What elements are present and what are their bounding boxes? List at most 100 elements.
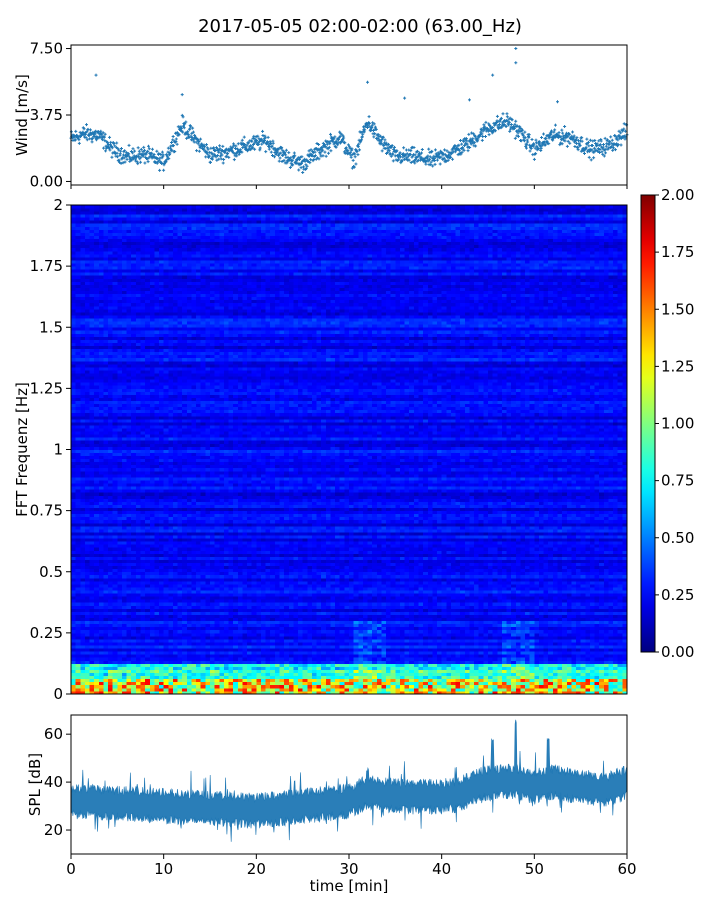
spectrogram-cell bbox=[288, 669, 294, 674]
spectrogram-cell bbox=[71, 620, 77, 625]
spectrogram-cell bbox=[117, 632, 123, 637]
spectrogram-cell bbox=[335, 672, 341, 677]
spectrogram-cell bbox=[84, 651, 90, 655]
spectrogram-cell bbox=[103, 608, 109, 612]
spectrogram-cell bbox=[492, 654, 498, 658]
spectrogram-cell bbox=[233, 681, 239, 686]
spectrogram-cell bbox=[613, 614, 619, 618]
spectrogram-cell bbox=[196, 687, 202, 692]
spectrogram-cell bbox=[353, 678, 359, 683]
wind-point bbox=[145, 157, 149, 161]
spectrogram-cell bbox=[566, 638, 572, 643]
spectrogram-cell bbox=[237, 608, 243, 612]
spectrogram-cell bbox=[450, 635, 456, 640]
spectrogram-cell bbox=[344, 654, 350, 658]
spectrogram-cell bbox=[557, 648, 563, 652]
spectrogram-cell bbox=[108, 620, 114, 625]
spectrogram-cell bbox=[233, 632, 239, 637]
spectrogram-cell bbox=[117, 608, 123, 612]
spectrogram-cell bbox=[233, 687, 239, 692]
spectrogram-cell bbox=[256, 651, 262, 655]
spectrogram-cell bbox=[330, 687, 336, 692]
spectrogram-cell bbox=[284, 648, 290, 652]
spectrogram-cell bbox=[520, 678, 526, 683]
spectrogram-cell bbox=[492, 684, 498, 689]
spectrogram-cell bbox=[89, 620, 95, 625]
spectrogram-cell bbox=[464, 642, 470, 646]
spectrogram-cell bbox=[196, 657, 202, 661]
spectrogram-cell bbox=[71, 629, 77, 634]
spectrogram-cell bbox=[131, 617, 137, 622]
spectrogram-cell bbox=[108, 651, 114, 655]
spectrogram-cell bbox=[182, 654, 188, 658]
spectrogram-cell bbox=[423, 617, 429, 622]
spectrogram-cell bbox=[260, 626, 266, 631]
spectrogram-cell bbox=[580, 684, 586, 689]
spectrogram-cell bbox=[293, 654, 299, 658]
spectrogram-cell bbox=[112, 660, 118, 664]
spectrogram-cell bbox=[149, 669, 155, 674]
spectrogram-cell bbox=[247, 666, 253, 670]
spectrogram-cell bbox=[617, 654, 623, 658]
spectrogram-cell bbox=[349, 642, 355, 646]
spectrogram-cell bbox=[395, 620, 401, 625]
spectrogram-cell bbox=[506, 675, 512, 680]
spectrogram-cell bbox=[534, 654, 540, 658]
spectrogram-cell bbox=[89, 623, 95, 628]
spectrogram-cell bbox=[335, 669, 341, 674]
spectrogram-cell bbox=[613, 681, 619, 686]
spectrogram-cell bbox=[543, 617, 549, 622]
spectrogram-cell bbox=[335, 666, 341, 670]
spectrogram-cell bbox=[557, 608, 563, 612]
spectrogram-cell bbox=[293, 635, 299, 640]
spectrogram-cell bbox=[247, 645, 253, 649]
spectrogram-cell bbox=[469, 654, 475, 658]
spectrogram-cell bbox=[589, 635, 595, 640]
spectrogram-cell bbox=[219, 675, 225, 680]
spectrogram-cell bbox=[325, 681, 331, 686]
spectrogram-cell bbox=[265, 669, 271, 674]
spectrogram-cell bbox=[80, 638, 86, 643]
spectrogram-cell bbox=[460, 642, 466, 646]
spectrogram-cell bbox=[71, 651, 77, 655]
spectrogram-cell bbox=[515, 654, 521, 658]
spectrogram-cell bbox=[446, 645, 452, 649]
spectrogram-cell bbox=[576, 651, 582, 655]
spectrogram-cell bbox=[469, 638, 475, 643]
wind-point bbox=[115, 141, 119, 145]
spectrogram-cell bbox=[182, 632, 188, 637]
spectrogram-cell bbox=[409, 626, 415, 631]
spectrogram-cell bbox=[191, 651, 197, 655]
spectrogram-cell bbox=[571, 617, 577, 622]
spectrogram-cell bbox=[432, 648, 438, 652]
spectrogram-cell bbox=[515, 605, 521, 609]
spectrogram-cell bbox=[89, 672, 95, 677]
spectrogram-cell bbox=[316, 602, 322, 606]
spectrogram-cell bbox=[409, 678, 415, 683]
spectrogram-cell bbox=[121, 672, 127, 677]
spectrogram-cell bbox=[223, 687, 229, 692]
spectrogram-cell bbox=[321, 660, 327, 664]
spectrogram-cell bbox=[302, 617, 308, 622]
spectrogram-cell bbox=[543, 638, 549, 643]
spectrogram-cell bbox=[538, 605, 544, 609]
spectrogram-cell bbox=[585, 654, 591, 658]
spectrogram-cell bbox=[450, 632, 456, 637]
spectrogram-cell bbox=[367, 638, 373, 643]
spectrogram-cell bbox=[381, 666, 387, 670]
spectrogram-cell bbox=[395, 672, 401, 677]
spectrogram-cell bbox=[335, 684, 341, 689]
wind-point bbox=[240, 150, 244, 154]
spectrogram-cell bbox=[557, 663, 563, 667]
spectrogram-cell bbox=[576, 638, 582, 643]
spectrogram-cell bbox=[89, 687, 95, 692]
spectrogram-cell bbox=[311, 666, 317, 670]
spectrogram-cell bbox=[450, 651, 456, 655]
spectrogram-cell bbox=[126, 638, 132, 643]
spectrogram-cell bbox=[404, 635, 410, 640]
spectrogram-cell bbox=[131, 669, 137, 674]
spectrogram-cell bbox=[589, 672, 595, 677]
spectrogram-cell bbox=[362, 629, 368, 634]
spectrogram-cell bbox=[594, 684, 600, 689]
spectrogram-cell bbox=[469, 666, 475, 670]
